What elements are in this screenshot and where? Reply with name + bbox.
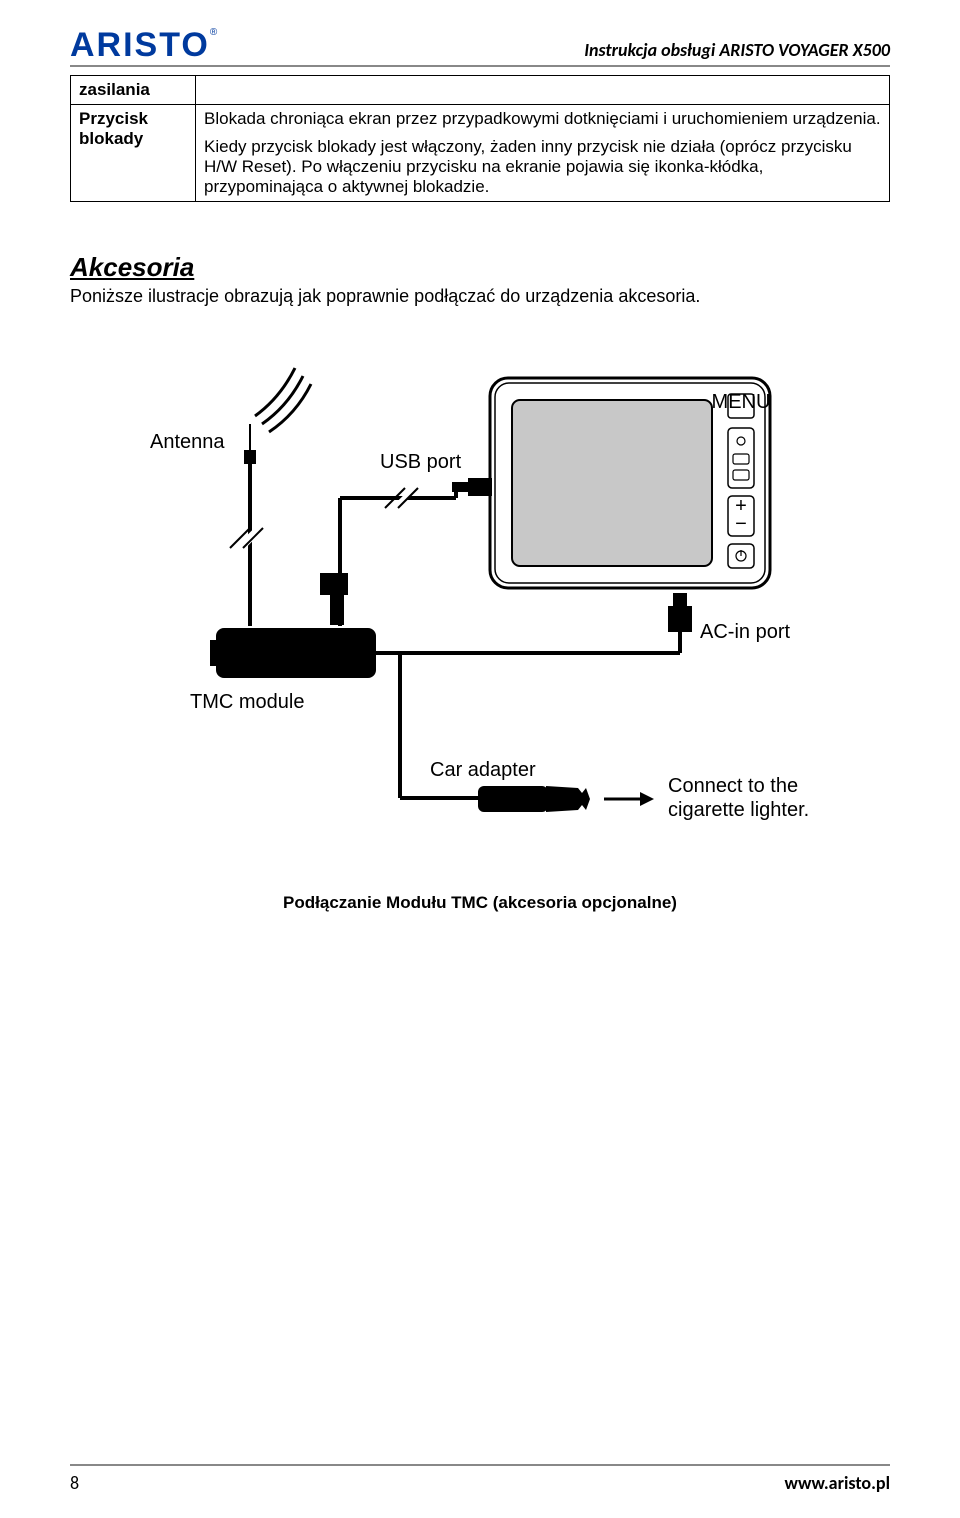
row-label: zasilania (71, 75, 196, 104)
page-header: ARISTO® Instrukcja obsługi ARISTO VOYAGE… (70, 30, 890, 67)
section-heading: Akcesoria (70, 252, 890, 283)
row-body (196, 75, 890, 104)
row-label: Przycisk blokady (71, 104, 196, 201)
table-row: zasilania (71, 75, 890, 104)
table-row: Przycisk blokady Blokada chroniąca ekran… (71, 104, 890, 201)
diagram-caption: Podłączanie Modułu TMC (akcesoria opcjon… (70, 893, 890, 913)
connect-label-line2: cigarette lighter. (668, 799, 809, 821)
antenna-label: Antenna (150, 431, 225, 453)
row-body-p1: Blokada chroniąca ekran przez przypadkow… (204, 109, 881, 129)
brand-logo: ARISTO® (70, 30, 219, 61)
brand-text: ARISTO (70, 26, 210, 64)
feature-table: zasilania Przycisk blokady Blokada chron… (70, 75, 890, 202)
registered-mark: ® (210, 27, 219, 38)
footer-url: www.aristo.pl (784, 1472, 890, 1494)
connection-diagram: MENU + − USB port (70, 338, 890, 913)
svg-text:−: − (735, 513, 747, 535)
header-title: Instrukcja obsługi ARISTO VOYAGER X500 (584, 39, 890, 61)
row-body-p2: Kiedy przycisk blokady jest włączony, ża… (204, 137, 881, 197)
connect-label-line1: Connect to the (668, 775, 798, 797)
page-number: 8 (70, 1472, 79, 1494)
ac-in-port-label: AC-in port (700, 621, 790, 643)
diagram-svg: MENU + − USB port (120, 338, 840, 868)
menu-button-label: MENU (712, 391, 771, 413)
page-footer: 8 www.aristo.pl (70, 1464, 890, 1494)
row-body: Blokada chroniąca ekran przez przypadkow… (196, 104, 890, 201)
section-text: Poniższe ilustracje obrazują jak poprawn… (70, 285, 890, 308)
tmc-module-label: TMC module (190, 691, 304, 713)
car-adapter-label: Car adapter (430, 759, 536, 781)
usb-port-label: USB port (380, 451, 462, 473)
